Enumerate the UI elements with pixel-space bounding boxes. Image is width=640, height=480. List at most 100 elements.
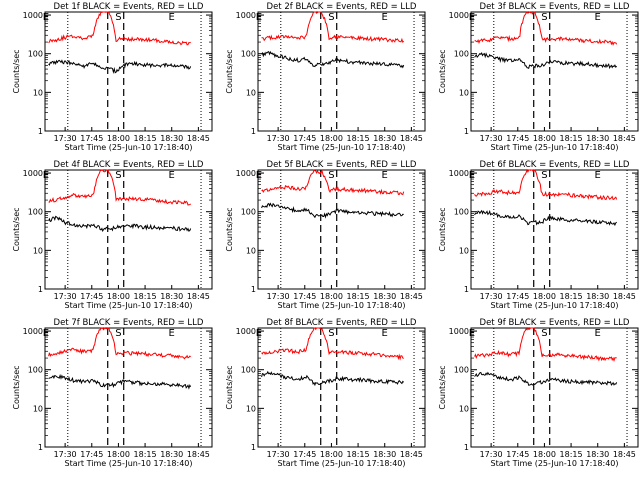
y-axis-label: Counts/sec	[12, 365, 21, 409]
events-series-line	[48, 59, 192, 75]
y-axis-label: Counts/sec	[12, 207, 21, 251]
y-tick-label: 10	[459, 404, 469, 413]
marker-label: S	[115, 328, 121, 339]
x-tick-label: 18:45	[400, 134, 423, 143]
events-series-line	[474, 52, 618, 70]
detector-panel-8: Det 8f BLACK = Events, RED = LLD 1 10 100 10…	[225, 318, 426, 468]
x-tick-label: 18:00	[533, 450, 556, 459]
panel-title: Det 1f BLACK = Events, RED = LLD	[54, 2, 204, 12]
panel-title: Det 8f BLACK = Events, RED = LLD	[267, 318, 417, 328]
marker-label: E	[43, 12, 49, 23]
x-tick-label: 17:30	[54, 292, 77, 301]
y-axis-label: Counts/sec	[438, 365, 447, 409]
x-tick-label: 18:00	[107, 450, 130, 459]
x-tick-label: 18:00	[320, 450, 343, 459]
detector-panel-1: Det 1f BLACK = Events, RED = LLD 1 10 100 10…	[12, 2, 213, 152]
x-axis-label: Start Time (25-Jun-10 17:18:40)	[278, 143, 406, 152]
y-tick-label: 1	[38, 127, 43, 136]
marker-label: E	[469, 328, 475, 339]
x-tick-label: 17:30	[480, 450, 503, 459]
marker-label: E	[256, 170, 262, 181]
plot-frame	[257, 327, 426, 448]
lld-series-line	[474, 168, 618, 201]
y-tick-label: 1000	[236, 169, 256, 178]
marker-label: E	[382, 328, 388, 339]
plot-frame	[470, 11, 639, 132]
x-tick-label: 17:45	[506, 134, 529, 143]
y-tick-label: 1	[464, 285, 469, 294]
y-axis-label: Counts/sec	[438, 207, 447, 251]
x-tick-label: 18:30	[160, 292, 183, 301]
x-tick-label: 18:00	[320, 134, 343, 143]
x-tick-label: 18:30	[586, 292, 609, 301]
y-tick-label: 1	[464, 127, 469, 136]
x-tick-label: 18:00	[320, 292, 343, 301]
events-series-line	[48, 373, 192, 390]
x-tick-label: 18:15	[560, 292, 583, 301]
x-tick-label: 17:30	[267, 292, 290, 301]
x-tick-label: 17:45	[506, 450, 529, 459]
y-tick-label: 1	[251, 443, 256, 452]
x-tick-label: 18:15	[134, 292, 157, 301]
y-tick-label: 100	[28, 366, 43, 375]
x-tick-label: 18:00	[533, 134, 556, 143]
detector-panel-6: Det 6f BLACK = Events, RED = LLD 1 10 100 10…	[438, 160, 639, 310]
x-tick-label: 18:30	[586, 450, 609, 459]
y-axis-label: Counts/sec	[225, 365, 234, 409]
panel-title: Det 7f BLACK = Events, RED = LLD	[54, 318, 204, 328]
marker-label: E	[43, 170, 49, 181]
x-tick-label: 18:45	[187, 450, 210, 459]
detector-panel-9: Det 9f BLACK = Events, RED = LLD 1 10 100 10…	[438, 318, 639, 468]
x-tick-label: 18:15	[134, 450, 157, 459]
y-tick-label: 10	[33, 88, 43, 97]
panel-title: Det 6f BLACK = Events, RED = LLD	[480, 160, 630, 170]
x-tick-label: 18:30	[373, 292, 396, 301]
y-tick-label: 1000	[23, 11, 43, 20]
lld-series-line	[474, 11, 618, 46]
x-tick-label: 17:30	[480, 292, 503, 301]
x-tick-label: 18:30	[586, 134, 609, 143]
y-tick-label: 1000	[449, 11, 469, 20]
x-axis-label: Start Time (25-Jun-10 17:18:40)	[65, 301, 193, 310]
y-tick-label: 100	[454, 50, 469, 59]
x-axis-label: Start Time (25-Jun-10 17:18:40)	[65, 143, 193, 152]
x-tick-label: 17:30	[54, 450, 77, 459]
events-series-line	[261, 370, 405, 387]
x-tick-label: 18:15	[347, 450, 370, 459]
marker-label: S	[328, 328, 334, 339]
x-axis-label: Start Time (25-Jun-10 17:18:40)	[278, 301, 406, 310]
y-tick-label: 1000	[23, 327, 43, 336]
plot-frame	[257, 11, 426, 132]
marker-label: E	[469, 12, 475, 23]
x-tick-label: 17:45	[506, 292, 529, 301]
y-tick-label: 1	[38, 285, 43, 294]
y-axis-label: Counts/sec	[12, 49, 21, 93]
lld-series-line	[474, 326, 617, 363]
x-tick-label: 18:45	[400, 292, 423, 301]
marker-label: S	[541, 328, 547, 339]
x-axis-label: Start Time (25-Jun-10 17:18:40)	[491, 143, 619, 152]
x-tick-label: 18:15	[347, 134, 370, 143]
y-tick-label: 100	[241, 208, 256, 217]
marker-label: E	[469, 170, 475, 181]
y-tick-label: 10	[246, 88, 256, 97]
panel-title: Det 5f BLACK = Events, RED = LLD	[267, 160, 417, 170]
y-tick-label: 100	[454, 208, 469, 217]
y-axis-label: Counts/sec	[225, 207, 234, 251]
x-tick-label: 17:45	[80, 450, 103, 459]
events-series-line	[474, 209, 618, 227]
lld-series-line	[48, 11, 191, 46]
y-axis-label: Counts/sec	[438, 49, 447, 93]
lld-series-line	[48, 327, 191, 360]
detector-panel-3: Det 3f BLACK = Events, RED = LLD 1 10 100 10…	[438, 2, 639, 152]
plot-frame	[257, 169, 426, 290]
y-tick-label: 100	[241, 366, 256, 375]
marker-label: E	[169, 12, 175, 23]
x-tick-label: 18:45	[613, 292, 636, 301]
y-tick-label: 1	[464, 443, 469, 452]
x-tick-label: 17:30	[267, 450, 290, 459]
y-tick-label: 1	[38, 443, 43, 452]
x-tick-label: 18:30	[160, 450, 183, 459]
y-tick-label: 1	[251, 285, 256, 294]
